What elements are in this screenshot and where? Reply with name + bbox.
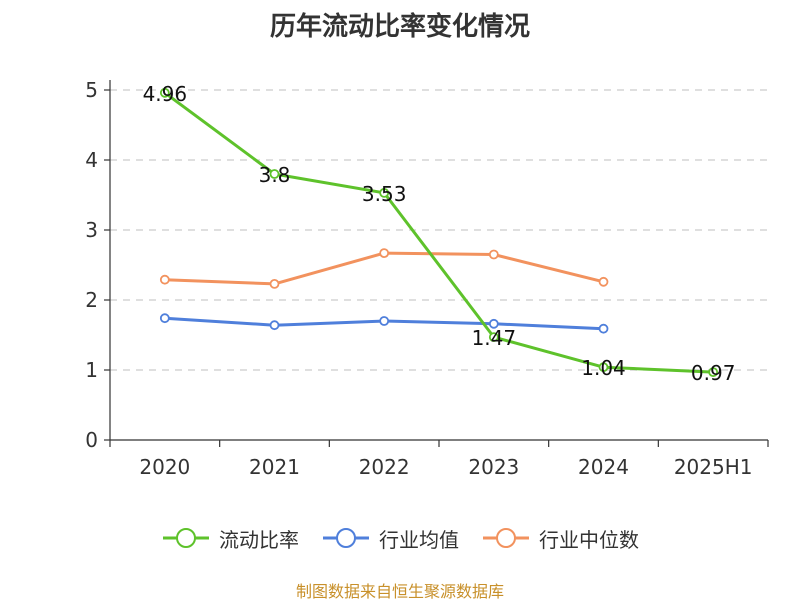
data-point: [488, 249, 499, 260]
legend-circle: [176, 528, 196, 548]
x-tick-label: 2024: [578, 455, 629, 479]
data-point: [379, 248, 390, 259]
legend-circle: [496, 528, 516, 548]
data-label: 3.53: [362, 182, 407, 206]
x-tick-label: 2025H1: [674, 455, 753, 479]
data-point: [488, 318, 499, 329]
y-tick-label: 5: [85, 78, 98, 102]
y-tick-label: 0: [85, 428, 98, 452]
grid-lines: [110, 89, 768, 371]
x-tick-label: 2021: [249, 455, 300, 479]
data-label: 0.97: [691, 361, 736, 385]
legend-circle: [336, 528, 356, 548]
data-point: [269, 320, 280, 331]
legend-label: 流动比率: [219, 527, 299, 552]
data-point: [159, 274, 170, 285]
data-label: 4.96: [143, 82, 188, 106]
y-tick-label: 3: [85, 218, 98, 242]
legend-item[interactable]: 流动比率: [161, 523, 299, 553]
legend-label: 行业中位数: [539, 527, 639, 552]
legend-label: 行业均值: [379, 527, 459, 552]
data-label: 1.04: [581, 356, 626, 380]
legend-line-marker-icon: [163, 528, 209, 548]
source-note: 制图数据来自恒生聚源数据库: [295, 582, 504, 601]
axes: 0 1 2 3 4 5 2020 2021 2022 2023 2024 2025H1: [85, 78, 769, 479]
data-label: 3.8: [259, 163, 291, 187]
data-point: [379, 316, 390, 326]
data-point: [488, 332, 499, 343]
legend-item[interactable]: 行业中位数: [481, 523, 639, 553]
legend: 流动比率 行业均值 行业中位数: [0, 520, 800, 556]
data-point: [598, 362, 609, 373]
data-point: [598, 323, 609, 334]
x-tick-label: 2020: [139, 455, 190, 479]
y-tick-label: 4: [85, 148, 98, 172]
x-tick-label: 2022: [359, 455, 410, 479]
x-tick-label: 2023: [468, 455, 519, 479]
series-lines: [159, 87, 719, 378]
data-labels: 4.96 3.8 3.53 1.47 1.04 0.97: [143, 82, 736, 385]
y-tick-label: 1: [85, 358, 98, 382]
chart-title: 历年流动比率变化情况: [269, 12, 530, 42]
data-point: [269, 169, 280, 179]
data-point: [159, 313, 170, 324]
legend-line-marker-icon: [323, 528, 369, 548]
series-line-流动比率: [163, 91, 714, 374]
legend-item[interactable]: 行业均值: [321, 523, 459, 553]
data-point: [159, 87, 170, 98]
data-point: [269, 278, 280, 289]
y-tick-label: 2: [85, 288, 98, 312]
legend-line-marker-icon: [483, 528, 529, 548]
data-point: [598, 276, 609, 287]
data-point: [379, 187, 390, 198]
data-label: 1.47: [472, 326, 517, 350]
data-point: [708, 367, 719, 378]
